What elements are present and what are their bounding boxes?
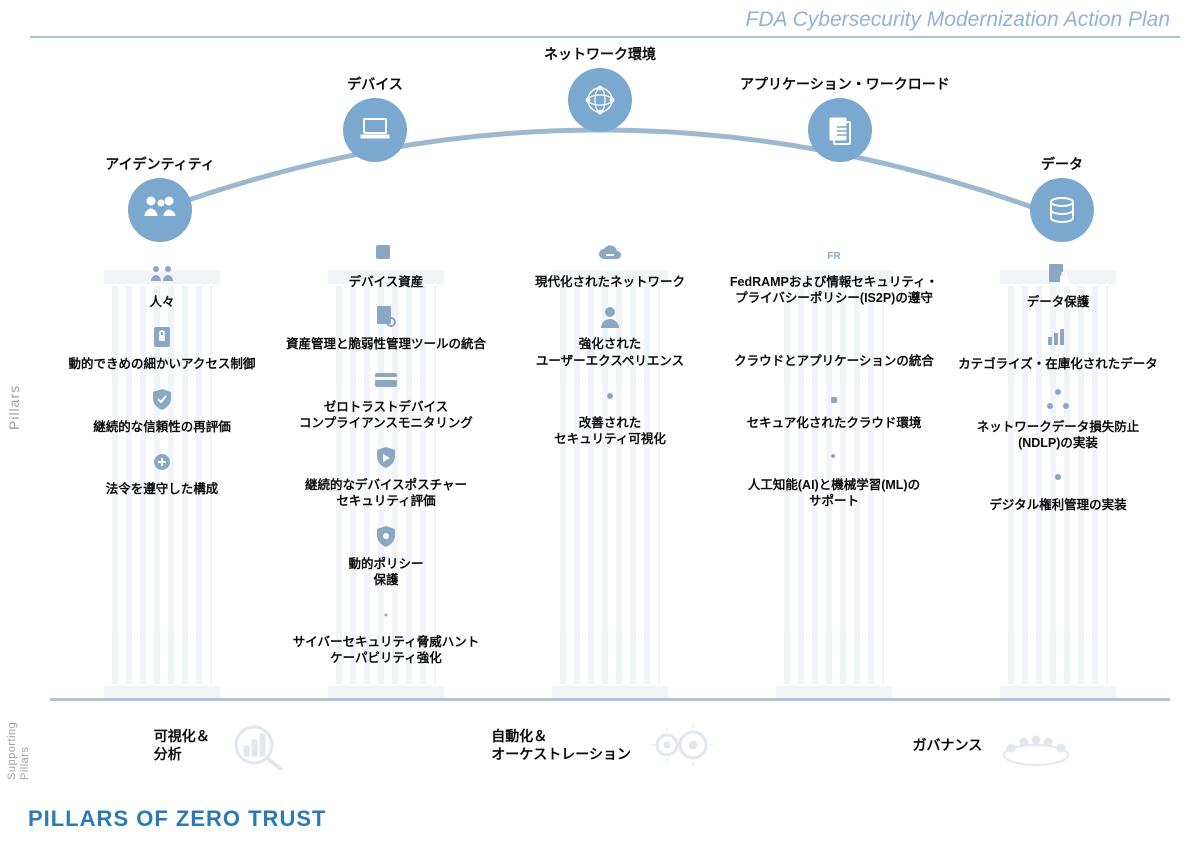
pillar-circle-4: [1030, 178, 1094, 242]
device-search-icon: [371, 240, 401, 270]
pillar-3-item-1-text: クラウドとアプリケーションの統合: [734, 353, 934, 369]
pillar-column-4: データ保護カテゴライズ・在庫化されたデータネットワークデータ損失防止(NDLP)…: [946, 240, 1170, 680]
pillar-4-item-0-text: データ保護: [1027, 294, 1090, 310]
hex-icon: [1043, 463, 1073, 493]
chart-search-icon: [1043, 322, 1073, 352]
pillar-0-item-3-text: 法令を遵守した構成: [106, 481, 219, 497]
user-icon: [595, 302, 625, 332]
pillar-label-3: アプリケーション・ワークロード: [740, 74, 940, 94]
axis-label-supporting: SupportingPillars: [6, 722, 32, 780]
pillar-3-item-2: セキュア化されたクラウド環境: [747, 381, 922, 431]
pillar-3-item-3: 人工知能(AI)と機械学習(ML)のサポート: [748, 443, 920, 510]
pillar-1-item-5-text: サイバーセキュリティ脅威ハントケーパビリティ強化: [293, 634, 480, 667]
pillar-0-item-3: 法令を遵守した構成: [106, 447, 219, 497]
pillar-3-item-1: クラウドとアプリケーションの統合: [734, 319, 934, 369]
pillar-label-4: データ: [962, 154, 1162, 174]
pillar-columns: 人々動的できめの細かいアクセス制御継続的な信頼性の再評価法令を遵守した構成デバイ…: [50, 240, 1170, 680]
pillar-4-item-2-text: ネットワークデータ損失防止(NDLP)の実装: [977, 419, 1140, 452]
pillar-4-item-3: デジタル権利管理の実装: [989, 463, 1126, 513]
pillar-1-item-1: 資産管理と脆弱性管理ツールの統合: [286, 302, 486, 352]
pillar-label-1: デバイス: [275, 74, 475, 94]
card-icon: [371, 365, 401, 395]
magnify-chart-icon: [224, 720, 304, 770]
lock-badge-icon: [147, 322, 177, 352]
supporting-row: 可視化＆分析 自動化＆オーケストレーション ガバナンス: [60, 710, 1170, 780]
pillar-circle-2: [568, 68, 632, 132]
eye-shield-icon: [595, 381, 625, 411]
supporting-item-2: ガバナンス: [912, 720, 1076, 770]
pillar-column-2: 現代化されたネットワーク強化されたユーザーエクスペリエンス改善されたセキュリティ…: [498, 240, 722, 680]
supporting-item-1: 自動化＆オーケストレーション: [491, 720, 725, 770]
pillar-0-item-0: 人々: [147, 260, 177, 310]
pillar-0-item-0-text: 人々: [149, 294, 174, 310]
pillar-label-2: ネットワーク環境: [500, 44, 700, 64]
pillar-2-item-1-text: 強化されたユーザーエクスペリエンス: [536, 336, 684, 369]
pillar-label-0: アイデンティティ: [60, 154, 260, 174]
pillar-1-item-3-text: 継続的なデバイスポスチャーセキュリティ評価: [305, 477, 467, 510]
pillar-2-item-0: 現代化されたネットワーク: [535, 240, 685, 290]
pillar-4-item-3-text: デジタル権利管理の実装: [989, 497, 1126, 513]
supporting-item-0: 可視化＆分析: [154, 720, 304, 770]
pillar-3-item-0: FedRAMPおよび情報セキュリティ・プライバシーポリシー(IS2P)の遵守: [730, 240, 938, 307]
pillar-0-item-1: 動的できめの細かいアクセス制御: [69, 322, 256, 372]
group-icon: [147, 260, 177, 290]
council-icon: [996, 720, 1076, 770]
cloud-link-icon: [595, 240, 625, 270]
gears-icon: [645, 720, 725, 770]
axis-label-pillars: Pillars: [6, 385, 22, 430]
pillar-2-item-0-text: 現代化されたネットワーク: [535, 274, 685, 290]
supporting-item-1-text: 自動化＆オーケストレーション: [491, 727, 631, 763]
supporting-item-0-text: 可視化＆分析: [154, 727, 210, 763]
base-line: [50, 698, 1170, 701]
pillar-3-item-0-text: FedRAMPおよび情報セキュリティ・プライバシーポリシー(IS2P)の遵守: [730, 274, 938, 307]
pillar-1-item-4: 動的ポリシー保護: [348, 522, 423, 589]
pillar-1-item-0-text: デバイス資産: [349, 274, 424, 290]
doc-search-icon: [371, 302, 401, 332]
pillar-2-item-1: 強化されたユーザーエクスペリエンス: [536, 302, 684, 369]
pillar-1-item-2: ゼロトラストデバイスコンプライアンスモニタリング: [299, 365, 473, 432]
shield-gear-icon: [371, 522, 401, 552]
ai-head-icon: [819, 443, 849, 473]
supporting-item-2-text: ガバナンス: [912, 736, 982, 754]
network-icon: [1043, 385, 1073, 415]
shield-play-icon: [371, 443, 401, 473]
header-underline: [30, 36, 1180, 38]
cloud-check-icon: [819, 319, 849, 349]
pillar-column-3: FedRAMPおよび情報セキュリティ・プライバシーポリシー(IS2P)の遵守クラ…: [722, 240, 946, 680]
fr-badge-icon: [819, 240, 849, 270]
settings-plus-icon: [147, 447, 177, 477]
footer-title: PILLARS OF ZERO TRUST: [28, 806, 326, 832]
pillar-4-item-1-text: カテゴライズ・在庫化されたデータ: [958, 356, 1158, 372]
pillar-circle-1: [343, 98, 407, 162]
pillar-0-item-2: 継続的な信頼性の再評価: [93, 385, 231, 435]
pillar-4-item-0: データ保護: [1027, 260, 1090, 310]
pillar-circle-3: [808, 98, 872, 162]
cloud-lock-icon: [819, 381, 849, 411]
pillar-1-item-2-text: ゼロトラストデバイスコンプライアンスモニタリング: [299, 399, 473, 432]
pillar-1-item-3: 継続的なデバイスポスチャーセキュリティ評価: [305, 443, 467, 510]
shield-check-icon: [147, 385, 177, 415]
pillar-column-1: デバイス資産資産管理と脆弱性管理ツールの統合ゼロトラストデバイスコンプライアンス…: [274, 240, 498, 680]
target-icon: [371, 600, 401, 630]
pillar-1-item-1-text: 資産管理と脆弱性管理ツールの統合: [286, 336, 486, 352]
pillar-0-item-1-text: 動的できめの細かいアクセス制御: [69, 356, 256, 372]
doc-lock-icon: [1043, 260, 1073, 290]
pillar-4-item-1: カテゴライズ・在庫化されたデータ: [958, 322, 1158, 372]
pillar-2-item-2: 改善されたセキュリティ可視化: [554, 381, 666, 448]
pillar-2-item-2-text: 改善されたセキュリティ可視化: [554, 415, 666, 448]
pillar-3-item-3-text: 人工知能(AI)と機械学習(ML)のサポート: [748, 477, 920, 510]
pillar-1-item-4-text: 動的ポリシー保護: [348, 556, 423, 589]
pillar-0-item-2-text: 継続的な信頼性の再評価: [93, 419, 231, 435]
pillar-1-item-5: サイバーセキュリティ脅威ハントケーパビリティ強化: [293, 600, 480, 667]
pillar-4-item-2: ネットワークデータ損失防止(NDLP)の実装: [977, 385, 1140, 452]
header-title: FDA Cybersecurity Modernization Action P…: [746, 8, 1170, 32]
pillar-3-item-2-text: セキュア化されたクラウド環境: [747, 415, 922, 431]
pillar-column-0: 人々動的できめの細かいアクセス制御継続的な信頼性の再評価法令を遵守した構成: [50, 240, 274, 680]
pillar-1-item-0: デバイス資産: [349, 240, 424, 290]
pillar-circle-0: [128, 178, 192, 242]
